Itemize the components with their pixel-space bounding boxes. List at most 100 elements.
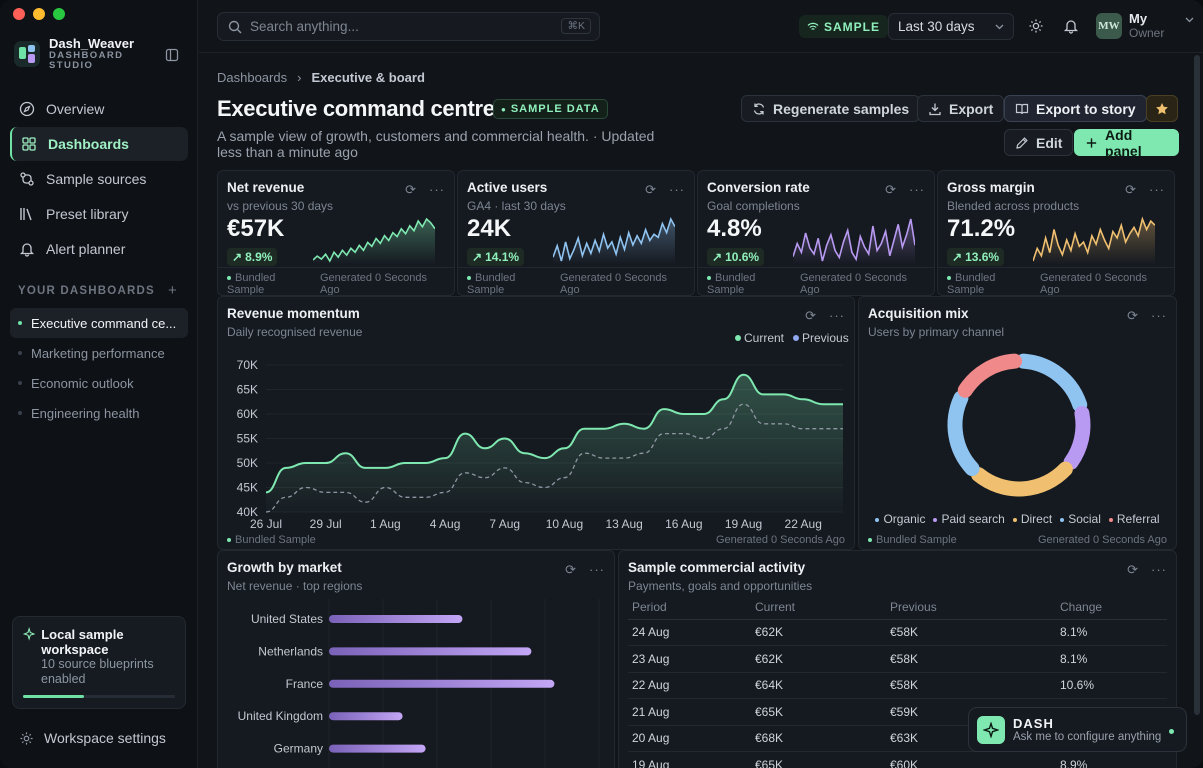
nav-preset-library[interactable]: Preset library (10, 197, 188, 231)
table-row[interactable]: 19 Aug €65K €60K 8.9% (628, 751, 1167, 768)
nav-dashboards[interactable]: Dashboards (10, 127, 188, 161)
workspace-settings[interactable]: Workspace settings (19, 730, 166, 746)
more-icon[interactable]: ··· (589, 562, 605, 577)
source-dot (467, 276, 471, 281)
y-tick-label: 70K (237, 358, 258, 372)
regenerate-samples-button[interactable]: Regenerate samples (741, 95, 921, 122)
sidebar: Dash_Weaver DASHBOARD STUDIO Overview Da… (0, 0, 198, 768)
nav-overview[interactable]: Overview (10, 92, 188, 126)
kpi-card: Net revenue vs previous 30 days ⟳ ··· €57… (217, 170, 455, 296)
edit-label: Edit (1036, 134, 1063, 151)
market-bar (329, 647, 532, 656)
search-input[interactable]: Search anything... ⌘K (217, 12, 600, 41)
workspace-title: Local sample workspace (41, 627, 124, 657)
assistant-icon (977, 715, 1005, 744)
refresh-icon[interactable]: ⟳ (885, 182, 897, 197)
table-row[interactable]: 24 Aug €62K €58K 8.1% (628, 619, 1167, 646)
market-bar (329, 615, 463, 623)
user-menu[interactable]: MW My Owner (1096, 12, 1194, 40)
kpi-value: 4.8% (707, 215, 762, 242)
dashboard-item[interactable]: Executive command ce... (10, 308, 188, 338)
kpi-sparkline (793, 218, 915, 265)
legend-label: Previous (802, 331, 849, 345)
date-range-value: Last 30 days (898, 19, 975, 34)
edit-button[interactable]: Edit (1004, 129, 1074, 156)
table-cell: 10.6% (1056, 672, 1167, 699)
source-label: Bundled Sample (235, 534, 316, 546)
sidebar-collapse-icon[interactable] (165, 48, 179, 62)
legend-label: Direct (1020, 512, 1053, 526)
sources-icon (20, 172, 34, 186)
growth-bar-chart: United States Netherlands France United Kin… (238, 599, 600, 768)
legend-dot (1060, 517, 1065, 522)
legend-item: Paid search (933, 512, 1005, 526)
sample-badge-label: SAMPLE (824, 19, 881, 34)
breadcrumb-root[interactable]: Dashboards (217, 70, 288, 85)
refresh-icon (753, 102, 765, 115)
more-icon[interactable]: ··· (1151, 308, 1167, 323)
notification-bell-icon[interactable] (1063, 18, 1079, 34)
sparkline-area (313, 219, 435, 265)
workspace-card[interactable]: Local sample workspace 10 source bluepri… (12, 616, 186, 709)
refresh-icon[interactable]: ⟳ (405, 182, 417, 197)
more-icon[interactable]: ··· (669, 182, 685, 197)
source-dot (947, 276, 951, 281)
kpi-title: Net revenue (227, 180, 305, 195)
add-dashboard-button[interactable]: + (168, 282, 178, 299)
page-title: Executive command centre (217, 96, 495, 121)
user-role: Owner (1129, 26, 1165, 40)
kpi-title: Conversion rate (707, 180, 810, 195)
date-range-select[interactable]: Last 30 days (888, 13, 1014, 40)
kpi-footer: Bundled Sample Generated 0 Seconds Ago (458, 267, 694, 295)
scrollbar[interactable] (1194, 55, 1200, 715)
refresh-icon[interactable]: ⟳ (645, 182, 657, 197)
column-header[interactable]: Previous (886, 595, 1056, 620)
dashboard-item[interactable]: Marketing performance (10, 338, 188, 368)
refresh-icon[interactable]: ⟳ (805, 308, 817, 323)
refresh-icon[interactable]: ⟳ (1127, 562, 1139, 577)
previous-series-line (265, 403, 843, 513)
acquisition-donut-chart (947, 353, 1091, 497)
dashboard-item[interactable]: Economic outlook (10, 368, 188, 398)
export-button[interactable]: Export (917, 95, 1005, 122)
dashboard-item[interactable]: Engineering health (10, 398, 188, 428)
brand[interactable]: Dash_Weaver DASHBOARD STUDIO (14, 36, 134, 71)
kpi-card: Gross margin Blended across products ⟳ ··… (937, 170, 1175, 296)
kpi-value: 71.2% (947, 215, 1016, 242)
refresh-icon[interactable]: ⟳ (1125, 182, 1137, 197)
column-header[interactable]: Period (628, 595, 751, 620)
growth-by-market-card: Growth by market Net revenue · top regio… (217, 550, 615, 768)
kpi-delta-badge: ↗ 8.9% (227, 248, 278, 266)
assistant-widget[interactable]: DASH Ask me to configure anything (968, 707, 1187, 752)
avatar: MW (1096, 13, 1122, 39)
nav-sample-sources[interactable]: Sample sources (10, 162, 188, 196)
refresh-icon[interactable]: ⟳ (565, 562, 577, 577)
legend-dot (1108, 517, 1113, 522)
card-actions: ⟳ ··· (805, 308, 845, 324)
more-icon[interactable]: ··· (429, 182, 445, 197)
more-icon[interactable]: ··· (1149, 182, 1165, 197)
column-header[interactable]: Change (1056, 595, 1167, 620)
sun-icon[interactable] (1028, 18, 1044, 34)
minimize-window-button[interactable] (33, 8, 45, 20)
maximize-window-button[interactable] (53, 8, 65, 20)
close-window-button[interactable] (13, 8, 25, 20)
column-header[interactable]: Current (751, 595, 886, 620)
kpi-source: Bundled Sample (947, 272, 1027, 295)
more-icon[interactable]: ··· (1151, 562, 1167, 577)
y-tick-label: 45K (237, 481, 258, 495)
add-panel-button[interactable]: Add panel (1074, 127, 1179, 159)
export-to-story-button[interactable]: Export to story (1004, 95, 1147, 122)
more-icon[interactable]: ··· (909, 182, 925, 197)
favorite-button[interactable] (1146, 95, 1178, 122)
table-row[interactable]: 23 Aug €62K €58K 8.1% (628, 645, 1167, 673)
more-icon[interactable]: ··· (829, 308, 845, 323)
star-icon (1156, 102, 1168, 114)
nav-alert-planner-label: Alert planner (46, 241, 126, 257)
trend-up-icon: ↗ (952, 250, 963, 264)
kpi-source-label: Bundled Sample (707, 272, 756, 296)
nav-alert-planner[interactable]: Alert planner (10, 232, 188, 266)
table-row[interactable]: 22 Aug €64K €58K 10.6% (628, 672, 1167, 699)
kpi-source: Bundled Sample (707, 272, 787, 296)
refresh-icon[interactable]: ⟳ (1127, 308, 1139, 323)
